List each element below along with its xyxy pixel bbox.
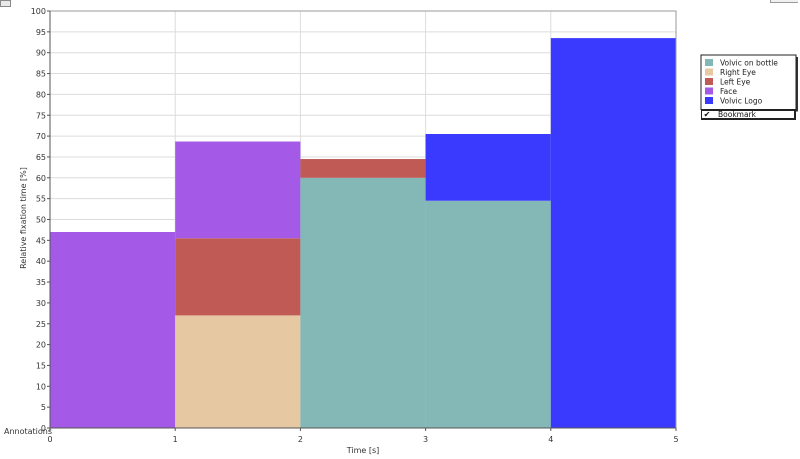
y-tick-label: 55: [36, 195, 46, 204]
x-tick-label: 2: [298, 435, 303, 444]
legend-swatch: [705, 87, 713, 95]
legend-label: Volvic Logo: [720, 97, 763, 106]
x-tick-label: 1: [173, 435, 178, 444]
annotations-label: Annotations: [4, 427, 52, 436]
y-tick-label: 90: [36, 49, 46, 58]
y-tick-label: 75: [36, 111, 46, 120]
legend-label: Face: [720, 87, 737, 96]
legend-box: [700, 54, 797, 110]
x-axis-title: Time [s]: [346, 446, 380, 455]
y-tick-label: 60: [36, 174, 46, 183]
legend-label: Left Eye: [720, 78, 751, 87]
bar-segment: [175, 315, 301, 428]
legend-swatch: [705, 59, 713, 66]
y-tick-label: 80: [36, 90, 46, 99]
bookmark-checkbox[interactable]: ✔ Bookmark: [701, 110, 796, 120]
checkmark-icon: ✔: [703, 109, 711, 119]
y-tick-label: 40: [36, 257, 46, 266]
y-tick-label: 10: [36, 382, 46, 391]
window-control-icon[interactable]: [770, 0, 798, 3]
y-tick-label: 85: [36, 70, 46, 79]
y-tick-label: 20: [36, 341, 46, 350]
bookmark-label: Bookmark: [718, 109, 756, 119]
legend-label: Right Eye: [720, 68, 756, 77]
legend-label: Volvic on bottle: [720, 59, 778, 68]
x-tick-label: 3: [423, 435, 428, 444]
y-tick-label: 45: [36, 236, 46, 245]
y-tick-label: 5: [41, 403, 46, 412]
bar-segment: [425, 200, 551, 428]
bar-segment: [175, 141, 301, 239]
y-tick-label: 25: [36, 320, 46, 329]
y-tick-label: 65: [36, 153, 46, 162]
legend-swatch: [705, 78, 713, 85]
y-tick-label: 30: [36, 299, 46, 308]
bar-segment: [300, 159, 426, 178]
y-tick-label: 50: [36, 216, 46, 225]
y-tick-label: 95: [36, 28, 46, 37]
x-tick-label: 0: [47, 435, 52, 444]
bar-segment: [175, 238, 301, 316]
window-menu-icon[interactable]: [0, 0, 11, 7]
y-tick-label: 100: [31, 7, 46, 16]
bar-segment: [550, 38, 676, 428]
legend-swatch: [705, 97, 713, 104]
y-tick-label: 35: [36, 278, 46, 287]
y-tick-label: 70: [36, 132, 46, 141]
y-tick-label: 0: [41, 424, 46, 433]
bar-segment: [300, 177, 426, 428]
legend-swatch: [705, 68, 713, 76]
x-tick-label: 5: [673, 435, 678, 444]
bar-segment: [425, 134, 551, 201]
bar-segment: [50, 232, 176, 428]
y-axis-title: Relative fixation time [%]: [19, 167, 28, 269]
x-tick-label: 4: [548, 435, 553, 444]
y-tick-label: 15: [36, 361, 46, 370]
